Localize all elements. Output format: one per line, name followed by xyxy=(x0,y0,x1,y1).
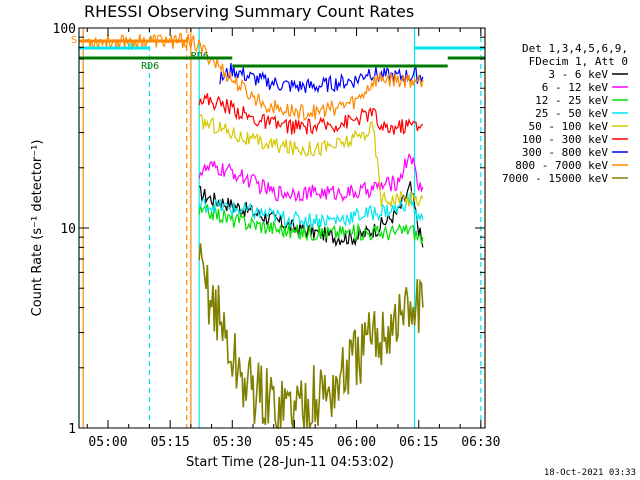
x-tick-label: 05:15 xyxy=(151,435,190,450)
legend-entry-label: 25 - 50 keV xyxy=(535,107,608,120)
x-tick-label: 06:15 xyxy=(399,435,438,450)
series-line-4 xyxy=(198,192,424,229)
annotation-label: S xyxy=(71,35,77,46)
x-tick-label: 06:00 xyxy=(337,435,376,450)
x-tick-label: 06:30 xyxy=(461,435,500,450)
legend-entry-label: 12 - 25 keV xyxy=(535,94,608,107)
y-tick-label: 100 xyxy=(53,22,76,37)
y-tick-label: 1 xyxy=(68,422,76,437)
annotation-label: N xyxy=(127,42,133,53)
series-line-7 xyxy=(219,63,424,94)
series-line-8 xyxy=(83,32,424,121)
chart-title: RHESSI Observing Summary Count Rates xyxy=(84,2,414,21)
legend-entry-label: 800 - 7000 keV xyxy=(515,159,608,172)
legend-entry-label: 100 - 300 keV xyxy=(522,133,608,146)
annotation-layer: S N RD6 RD6 xyxy=(71,35,485,72)
x-tick-label: 05:30 xyxy=(213,435,252,450)
series-line-3 xyxy=(198,204,424,244)
series-line-6 xyxy=(198,93,424,135)
x-axis-title: Start Time (28-Jun-11 04:53:02) xyxy=(186,455,394,470)
legend-header: FDecim 1, Att 0 xyxy=(529,55,628,68)
legend: Det 1,3,4,5,6,9,FDecim 1, Att 03 - 6 keV… xyxy=(502,42,628,185)
legend-header: Det 1,3,4,5,6,9, xyxy=(522,42,628,55)
y-axis-title: Count Rate (s⁻¹ detector⁻¹) xyxy=(30,140,45,317)
x-tick-label: 05:45 xyxy=(275,435,314,450)
legend-entry-label: 7000 - 15000 keV xyxy=(502,172,608,185)
date-stamp: 18-Oct-2021 03:33 xyxy=(544,468,636,478)
legend-entry-label: 3 - 6 keV xyxy=(548,68,608,81)
legend-entry-label: 300 - 800 keV xyxy=(522,146,608,159)
annotation-label: RD6 xyxy=(141,61,159,72)
annotation-label: RD6 xyxy=(191,51,209,62)
axes: 05:00 05:15 05:30 05:45 06:00 06:15 06:30 1 10 10… xyxy=(53,22,501,450)
series-line-2 xyxy=(198,152,424,203)
legend-entry-label: 6 - 12 keV xyxy=(542,81,609,94)
legend-entry-label: 50 - 100 keV xyxy=(529,120,609,133)
series-layer xyxy=(83,32,424,430)
series-line-5 xyxy=(198,114,424,207)
x-tick-label: 05:00 xyxy=(88,435,127,450)
y-tick-label: 10 xyxy=(60,222,76,237)
series-line-9 xyxy=(198,243,424,430)
